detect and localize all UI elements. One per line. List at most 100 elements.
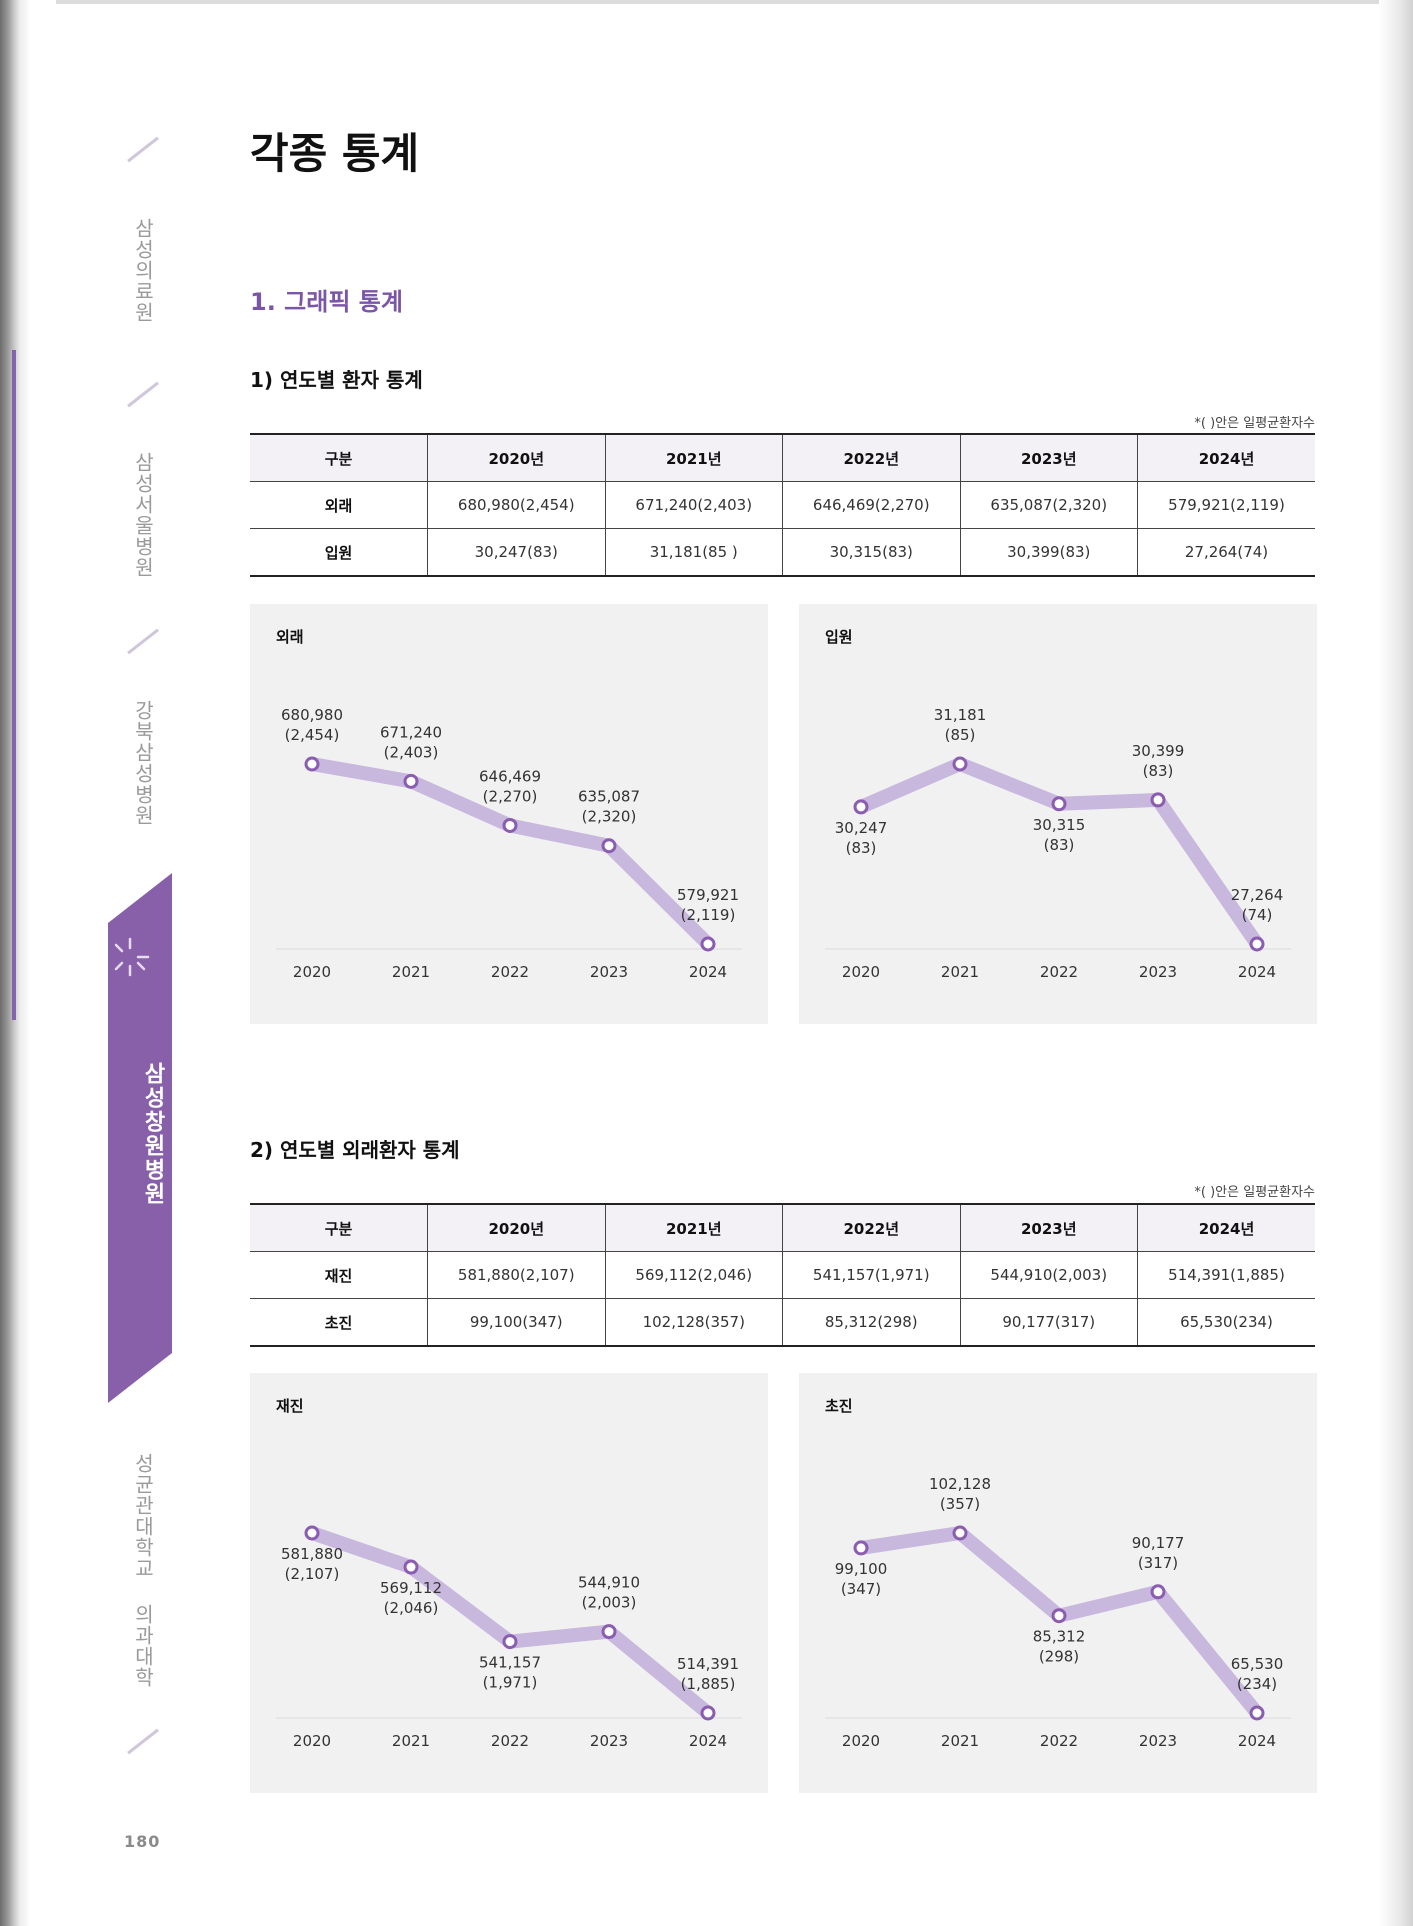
data-label: 671,240 (380, 723, 442, 741)
nav-active-tab[interactable] (108, 873, 172, 1403)
side-nav: 삼성의료원 삼성서울병원 강북삼성병원 삼성창원병원 성균관대학교 의과대학 (100, 0, 175, 1926)
chart-panel-revisit: 581,880 (2,107) 569,112 (2,046) 541,157 (1,97… (250, 1373, 768, 1793)
x-tick-label: 2021 (392, 1732, 430, 1750)
data-sub-label: (317) (1138, 1554, 1178, 1572)
data-label: 579,921 (677, 886, 739, 904)
nav-item-samsung-medical-center[interactable]: 삼성의료원 (131, 218, 155, 323)
nav-item-samsung-seoul-hospital[interactable]: 삼성서울병원 (131, 452, 155, 578)
data-sub-label: (74) (1242, 906, 1273, 924)
data-point (700, 936, 716, 952)
table-header: 2022년 (782, 434, 961, 482)
x-tick-label: 2023 (590, 963, 628, 981)
x-tick-label: 2022 (491, 963, 529, 981)
sub-title-yearly-patients: 1) 연도별 환자 통계 (250, 368, 423, 392)
data-point (502, 1634, 518, 1650)
table-cell: 99,100(347) (427, 1298, 606, 1346)
data-point (1051, 796, 1067, 812)
data-point (700, 1705, 716, 1721)
data-label: 85,312 (1033, 1628, 1086, 1646)
table-cell: 102,128(357) (605, 1298, 783, 1346)
chart-inpatient: 30,247 (83) 31,181 (85) 30,315 (83) 30,399 (83)… (825, 706, 1291, 981)
sun-icon (114, 937, 150, 977)
table-cell: 579,921(2,119) (1137, 481, 1315, 529)
data-label: 30,399 (1132, 742, 1185, 760)
data-label: 30,315 (1033, 816, 1086, 834)
x-tick-label: 2024 (1238, 963, 1276, 981)
x-tick-label: 2024 (1238, 1732, 1276, 1750)
page-title: 각종 통계 (250, 129, 420, 178)
x-tick-label: 2022 (1040, 1732, 1078, 1750)
data-sub-label: (2,403) (384, 743, 439, 761)
row-label: 외래 (250, 481, 428, 529)
row-label: 입원 (250, 528, 428, 576)
data-label: 581,880 (281, 1545, 343, 1563)
table-cell: 544,910(2,003) (960, 1251, 1138, 1299)
table-cell: 635,087(2,320) (960, 481, 1138, 529)
chart-title: 재진 (276, 1397, 304, 1415)
data-sub-label: (83) (1143, 762, 1174, 780)
table-header: 구분 (250, 1204, 428, 1252)
data-label: 646,469 (479, 767, 541, 785)
chart-panel-inpatient: 30,247 (83) 31,181 (85) 30,315 (83) 30,399 (83)… (799, 604, 1317, 1024)
nav-item-skku-medicine[interactable]: 성균관대학교 의과대학 (131, 1453, 155, 1688)
data-sub-label: (234) (1237, 1675, 1277, 1693)
table-cell: 569,112(2,046) (605, 1251, 783, 1299)
series-line (854, 757, 1264, 951)
chart-title: 외래 (276, 628, 304, 646)
x-tick-label: 2020 (842, 1732, 880, 1750)
data-sub-label: (2,046) (384, 1599, 439, 1617)
table-header: 구분 (250, 434, 428, 482)
page-number: 180 (124, 1832, 161, 1851)
x-tick-label: 2023 (1139, 1732, 1177, 1750)
data-label: 65,530 (1231, 1655, 1284, 1673)
table-row: 외래 680,980(2,454) 671,240(2,403) 646,469… (250, 481, 1315, 529)
spine-accent (12, 350, 16, 1020)
data-point (853, 799, 869, 815)
x-tick-label: 2023 (590, 1732, 628, 1750)
table-row: 입원 30,247(83) 31,181(85 ) 30,315(83) 30,… (250, 528, 1315, 576)
data-sub-label: (83) (1044, 836, 1075, 854)
page-top-edge (20, 0, 1383, 4)
data-label: 30,247 (835, 819, 888, 837)
data-sub-label: (2,270) (483, 787, 538, 805)
x-tick-label: 2021 (392, 963, 430, 981)
table-cell: 31,181(85 ) (605, 528, 783, 576)
book-edge (0, 0, 56, 1926)
table-header: 2023년 (960, 434, 1138, 482)
data-label: 635,087 (578, 788, 640, 806)
x-tick-label: 2024 (689, 963, 727, 981)
chart-first-visit: 99,100 (347) 102,128 (357) 85,312 (298) 90,177… (825, 1475, 1291, 1750)
nav-item-kangbuk-samsung-hospital[interactable]: 강북삼성병원 (131, 700, 155, 826)
data-point (952, 1525, 968, 1541)
nav-item-samsung-changwon-hospital[interactable]: 삼성창원병원 (140, 1062, 165, 1206)
nav-divider (127, 381, 159, 408)
x-tick-label: 2022 (1040, 963, 1078, 981)
table-note: *( )안은 일평균환자수 (1194, 416, 1315, 431)
section-title: 1. 그래픽 통계 (250, 288, 403, 316)
data-sub-label: (1,971) (483, 1674, 538, 1692)
nav-divider (127, 136, 159, 163)
table-header: 2020년 (427, 434, 606, 482)
table-cell: 646,469(2,270) (782, 481, 961, 529)
data-point (853, 1540, 869, 1556)
table-header: 2024년 (1137, 434, 1315, 482)
data-sub-label: (2,454) (285, 726, 340, 744)
data-point (1150, 792, 1166, 808)
data-sub-label: (1,885) (681, 1675, 736, 1693)
row-label: 재진 (250, 1251, 428, 1299)
x-tick-label: 2024 (689, 1732, 727, 1750)
table-cell: 581,880(2,107) (427, 1251, 606, 1299)
chart-title: 초진 (825, 1397, 853, 1415)
data-label: 514,391 (677, 1655, 739, 1673)
data-point (304, 756, 320, 772)
chart-title: 입원 (825, 628, 853, 646)
data-point (1249, 936, 1265, 952)
table-header: 2020년 (427, 1204, 606, 1252)
yearly-outpatient-table: 구분 2020년 2021년 2022년 2023년 2024년 재진 581,… (250, 1203, 1315, 1347)
data-sub-label: (2,119) (681, 906, 736, 924)
data-point (601, 838, 617, 854)
chart-panel-outpatient: 680,980 (2,454) 671,240 (2,403) 646,469 (2,27… (250, 604, 768, 1024)
table-header: 2024년 (1137, 1204, 1315, 1252)
row-label: 초진 (250, 1298, 428, 1346)
data-point (1150, 1584, 1166, 1600)
